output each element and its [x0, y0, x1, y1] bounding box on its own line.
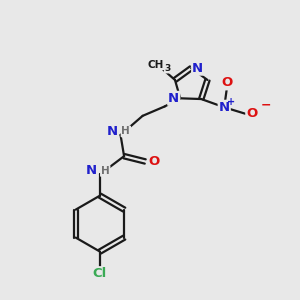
- Text: O: O: [246, 107, 257, 120]
- Text: N: N: [219, 101, 230, 114]
- Text: O: O: [221, 76, 232, 89]
- Text: −: −: [261, 98, 271, 112]
- Text: O: O: [148, 155, 159, 168]
- Text: Cl: Cl: [93, 267, 107, 280]
- Text: 3: 3: [164, 64, 170, 73]
- Text: H: H: [101, 166, 110, 176]
- Text: N: N: [107, 125, 118, 138]
- Text: N: N: [86, 164, 97, 177]
- Text: +: +: [227, 97, 235, 107]
- Text: H: H: [122, 126, 130, 136]
- Text: CH: CH: [148, 60, 164, 70]
- Text: N: N: [168, 92, 179, 105]
- Text: N: N: [192, 61, 203, 75]
